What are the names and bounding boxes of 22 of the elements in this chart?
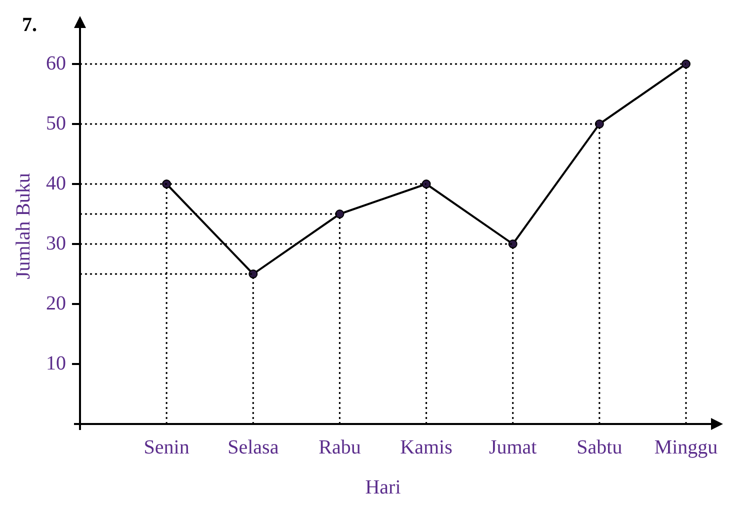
point (422, 180, 431, 188)
x-tick-label: Selasa (228, 436, 279, 458)
x-tick-label: Sabtu (576, 436, 622, 458)
y-tick-label: 30 (46, 232, 66, 254)
point (508, 240, 518, 248)
x-tick-label: Kamis (400, 436, 453, 458)
point (594, 120, 604, 128)
y-tick-label: 20 (46, 292, 66, 314)
point (248, 270, 258, 278)
x-tick-label: Rabu (318, 436, 361, 458)
y-tick-label: 40 (46, 172, 66, 194)
y-tick-label: 50 (46, 112, 66, 134)
x-tick-label: Senin (144, 436, 190, 458)
text: 7. (22, 14, 37, 36)
y-axis-title: Jumlah Buku (12, 172, 34, 280)
y-tick-label: 60 (46, 52, 66, 74)
x-axis-title: Hari (365, 476, 402, 498)
x-tick-label: Jumat (488, 436, 538, 458)
x-tick-label: Minggu (654, 436, 718, 458)
point (335, 210, 344, 218)
y-tick-label: 10 (46, 352, 66, 374)
point (682, 60, 690, 68)
